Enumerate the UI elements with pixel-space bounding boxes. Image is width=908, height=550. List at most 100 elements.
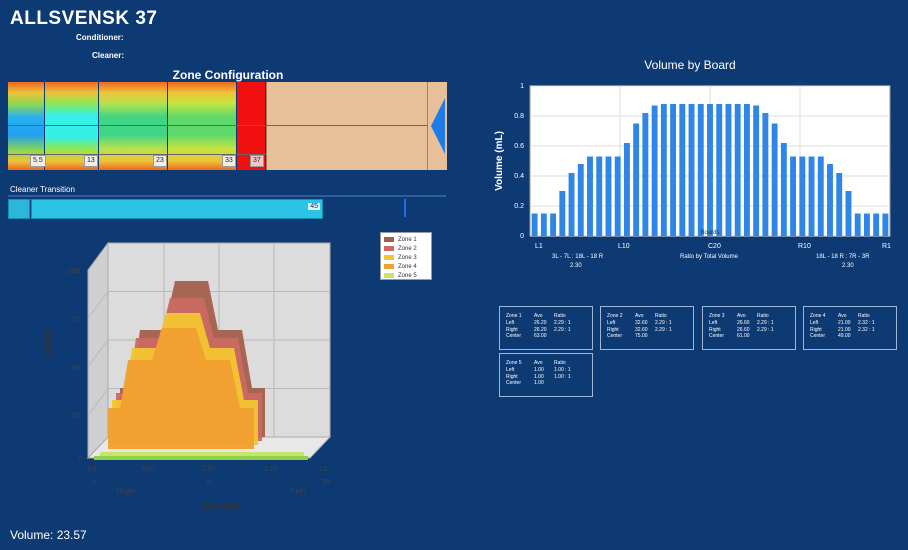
x-tick: C20 — [202, 466, 215, 473]
stats-row: Right 26.60 2.29 : 1 — [709, 327, 777, 333]
x-tick: R1 — [88, 466, 97, 473]
bar-r14 — [762, 113, 769, 236]
zone-band-empty[interactable] — [266, 82, 427, 170]
legend-item: Zone 3 — [384, 253, 428, 262]
volume-by-board-chart: 0 0.2 0.4 0.6 0.8 1 Volume (mL) Boards L1 L10… — [494, 83, 891, 269]
cleaner-transition-bar[interactable]: 45 — [31, 199, 323, 219]
bar-l16 — [670, 104, 677, 236]
bar-r12 — [780, 143, 787, 236]
stats-cell: Right — [506, 326, 518, 333]
stats-row: Left 21.00 2.32 : 1 — [810, 320, 878, 326]
bar-l7 — [587, 156, 593, 236]
zone-marker-1: 5.5 — [30, 155, 46, 167]
stats-row: Center 1.00 — [506, 380, 574, 386]
stats-cell: 61.00 — [737, 333, 750, 339]
stats-cell: Right — [709, 326, 721, 333]
stats-cell: 75.00 — [635, 333, 648, 339]
zone-stats-box: Zone 1 Avo Ratio Left 26.20 2.29 : 1 Right 26.2… — [499, 306, 593, 350]
stats-cell — [554, 333, 574, 339]
stats-header-row: Zone 5 Avo Ratio — [506, 360, 574, 366]
blue-arrow-icon — [431, 98, 445, 154]
stats-header-cell: Avo — [534, 360, 543, 366]
stats-cell: 49.00 — [838, 333, 851, 339]
bar-r9 — [808, 156, 815, 236]
stats-cell: Left — [506, 367, 515, 373]
stats-cell: 32.60 — [635, 320, 648, 326]
x-tick: C20 — [708, 243, 721, 250]
x-tick: R10 — [798, 243, 811, 250]
bar-r2 — [873, 213, 880, 236]
stats-cell: 2.29 : 1 — [655, 326, 672, 333]
stats-cell: Right — [607, 326, 619, 333]
stats-cell: 2.29 : 1 — [554, 320, 571, 326]
bar-l19 — [697, 104, 704, 236]
bar-r10 — [799, 156, 806, 236]
cleaner-transition-marker[interactable] — [404, 199, 406, 217]
stats-cell: 2.29 : 1 — [655, 320, 672, 326]
y-ticks: 100 75 50 25 0 — [68, 268, 82, 463]
y-axis-label: Volume (mL) — [494, 131, 505, 191]
stats-row: Right 1.00 1.00 : 1 — [506, 374, 574, 380]
stats-row: Left 1.00 1.00 : 1 — [506, 367, 574, 373]
stats-cell — [554, 380, 574, 386]
cleaner-transition-slider[interactable]: 45 — [8, 199, 444, 219]
y-tick: 0.6 — [514, 143, 524, 150]
stats-cell: Center — [506, 333, 522, 339]
bar-r16 — [743, 104, 750, 236]
stats-header-cell: Ratio — [554, 360, 566, 366]
stats-header-row: Zone 4 Avo Ratio — [810, 313, 878, 319]
cleaner-transition-divider — [8, 195, 446, 197]
cleaner-transition-value: 45 — [308, 203, 320, 210]
legend-swatch — [384, 273, 394, 278]
zone-stats-box: Zone 5 Avo Ratio Left 1.00 1.00 : 1 Right 1.00 1… — [499, 353, 593, 397]
stats-header-cell: Avo — [838, 313, 847, 319]
stats-cell: 1.00 — [534, 373, 544, 380]
stats-row: Right 21.00 2.32 : 1 — [810, 327, 878, 333]
x-subtick: 20 — [205, 479, 213, 486]
stats-header-cell: Ratio — [655, 313, 667, 319]
stats-header-row: Zone 3 Avo Ratio — [709, 313, 777, 319]
stats-cell: 2.32 : 1 — [858, 320, 875, 326]
zone-configuration-strip[interactable]: 5.5 13 23 33 37 — [8, 82, 447, 170]
x-tick: L10 — [265, 466, 277, 473]
legend-label: Zone 5 — [398, 272, 417, 279]
bars — [531, 104, 889, 236]
stats-header-cell: Ratio — [757, 313, 769, 319]
stats-cell: Right — [810, 326, 822, 333]
zone-configuration-title: Zone Configuration — [172, 68, 284, 82]
y-tick: 0 — [78, 456, 82, 463]
bar-l8 — [596, 156, 603, 236]
stats-cell — [757, 333, 777, 339]
stats-row: Center 49.00 — [810, 333, 878, 339]
total-volume: Volume: 23.57 — [10, 528, 87, 542]
legend-item: Zone 2 — [384, 244, 428, 253]
bar-r17 — [734, 104, 741, 236]
y-tick: 0 — [520, 233, 524, 240]
left-wall — [87, 241, 109, 460]
bar-l4 — [559, 191, 566, 236]
bar-r7 — [827, 164, 833, 236]
zone-end-cap[interactable] — [427, 82, 447, 170]
bar-l14 — [651, 105, 658, 236]
bar-l13 — [642, 113, 649, 236]
bar-r1 — [882, 213, 889, 236]
stats-header-cell: Avo — [737, 313, 746, 319]
stats-cell: 26.20 — [534, 326, 547, 333]
cleaner-label: Cleaner: — [92, 51, 125, 60]
left-ratio: 3L - 7L : 18L - 18 R — [552, 254, 604, 260]
x-tick: R10 — [142, 466, 155, 473]
stats-cell: 26.60 — [737, 320, 750, 326]
ratio-by-total-volume: Ratio by Total Volume — [680, 254, 739, 260]
bar-r4 — [854, 213, 861, 236]
bar-l6 — [577, 164, 584, 236]
legend-item: Zone 4 — [384, 262, 428, 271]
x-subtick: 39 — [322, 479, 330, 486]
stats-header-cell: Zone 1 — [506, 313, 522, 319]
zone-strip-hline-bottom — [8, 154, 266, 155]
legend-swatch — [384, 246, 394, 251]
cleaner-transition-start-segment[interactable] — [8, 199, 30, 219]
stats-cell — [858, 333, 878, 339]
bar-l11 — [623, 143, 630, 236]
zone-stats-box: Zone 3 Avo Ratio Left 26.60 2.29 : 1 Right 26.6… — [702, 306, 796, 350]
stats-cell: 63.00 — [534, 333, 547, 339]
